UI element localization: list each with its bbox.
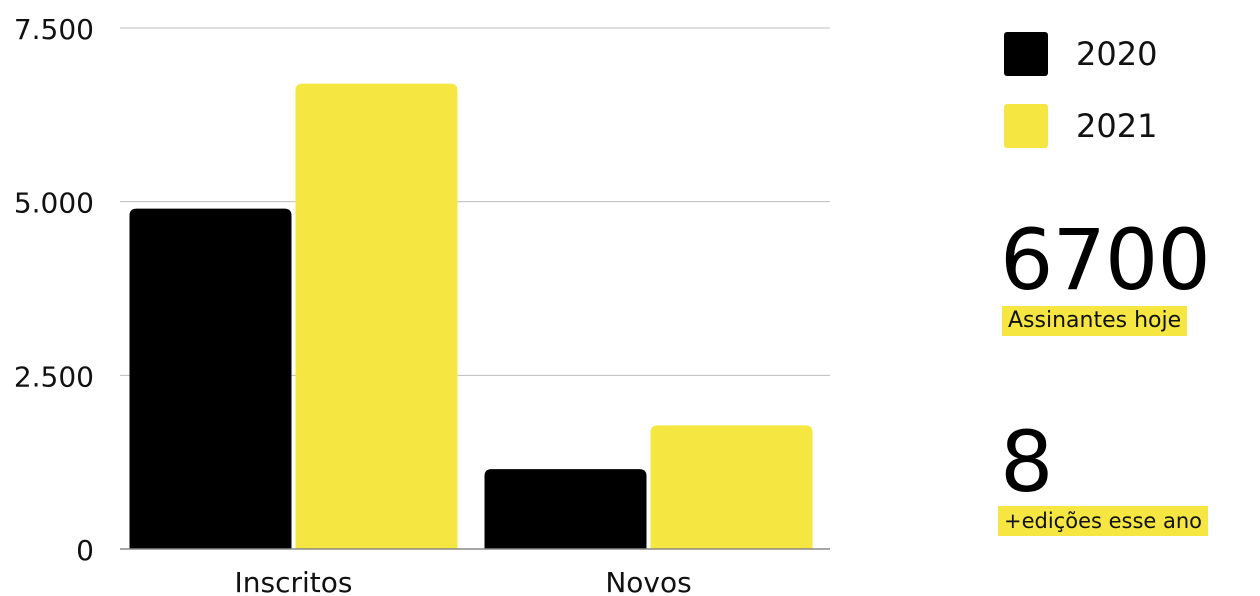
x-category-label: Novos bbox=[605, 566, 691, 596]
stat-editions: 8 +edições esse ano bbox=[998, 413, 1250, 536]
y-tick-label: 2.500 bbox=[14, 360, 94, 393]
stat-subscribers: 6700 Assinantes hoje bbox=[1000, 218, 1250, 336]
x-category-label: Inscritos bbox=[235, 566, 353, 596]
bar-novos-2021 bbox=[650, 425, 813, 549]
bars bbox=[129, 83, 813, 549]
legend-label-2021: 2021 bbox=[1076, 107, 1158, 145]
legend-swatch-2021 bbox=[1004, 104, 1048, 148]
y-axis-ticks: 0 2.500 5.000 7.500 bbox=[14, 13, 94, 567]
stat-editions-value: 8 bbox=[1000, 413, 1053, 511]
stat-editions-label: +edições esse ano bbox=[998, 506, 1209, 536]
stat-subscribers-value: 6700 bbox=[1000, 211, 1211, 309]
y-tick-label: 7.500 bbox=[14, 13, 94, 46]
bar-chart: 0 2.500 5.000 7.500 Inscritos Novos bbox=[14, 13, 830, 596]
legend-item-2020: 2020 bbox=[1004, 32, 1157, 76]
x-axis-categories: Inscritos Novos bbox=[235, 566, 692, 596]
bar-inscritos-2020 bbox=[129, 208, 292, 549]
y-tick-label: 5.000 bbox=[14, 187, 94, 220]
legend-label-2020: 2020 bbox=[1076, 35, 1158, 73]
legend-item-2021: 2021 bbox=[1004, 104, 1157, 148]
bar-novos-2020 bbox=[484, 469, 647, 549]
y-tick-label: 0 bbox=[76, 534, 94, 567]
legend-swatch-2020 bbox=[1004, 32, 1048, 76]
stat-subscribers-label: Assinantes hoje bbox=[1002, 306, 1188, 336]
bar-inscritos-2021 bbox=[295, 83, 458, 549]
